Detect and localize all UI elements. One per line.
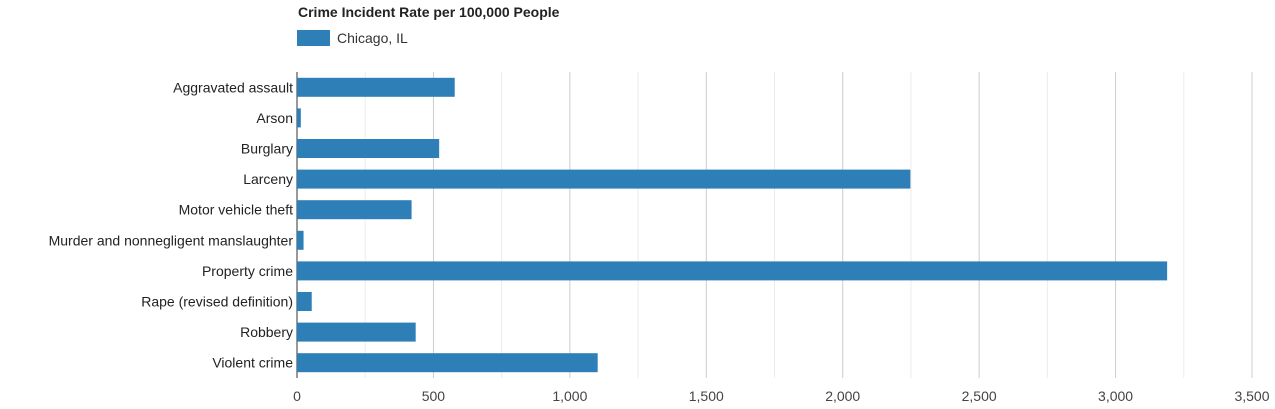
category-label: Robbery bbox=[240, 324, 293, 340]
bar[interactable] bbox=[297, 261, 1168, 281]
category-labels: Aggravated assault Arson Burglary Larceny Mo… bbox=[49, 79, 294, 370]
bar[interactable] bbox=[297, 77, 455, 97]
x-tick-label: 2,500 bbox=[962, 388, 997, 404]
legend: Chicago, IL bbox=[297, 30, 408, 46]
category-label: Property crime bbox=[202, 263, 293, 279]
gridlines bbox=[296, 72, 1253, 378]
chart-title: Crime Incident Rate per 100,000 People bbox=[298, 4, 560, 20]
x-tick-label: 3,500 bbox=[1234, 388, 1269, 404]
category-label: Murder and nonnegligent manslaughter bbox=[49, 232, 294, 248]
legend-swatch bbox=[297, 30, 330, 46]
legend-label: Chicago, IL bbox=[337, 30, 408, 46]
bar[interactable] bbox=[297, 169, 911, 189]
bar[interactable] bbox=[297, 292, 312, 311]
x-tick-label: 0 bbox=[293, 388, 301, 404]
x-tick-label: 500 bbox=[422, 388, 446, 404]
x-tick-label: 3,000 bbox=[1098, 388, 1133, 404]
x-tick-label: 1,500 bbox=[689, 388, 724, 404]
category-label: Aggravated assault bbox=[173, 79, 293, 95]
bar[interactable] bbox=[297, 108, 301, 128]
bar[interactable] bbox=[297, 200, 412, 220]
bar[interactable] bbox=[297, 230, 304, 250]
bar[interactable] bbox=[297, 322, 416, 342]
category-label: Violent crime bbox=[212, 355, 293, 371]
category-label: Rape (revised definition) bbox=[141, 294, 293, 310]
category-label: Burglary bbox=[241, 141, 293, 157]
category-label: Larceny bbox=[243, 171, 293, 187]
x-tick-labels: 0 500 1,000 1,500 2,000 2,500 3,000 3,500 bbox=[293, 388, 1270, 404]
bar[interactable] bbox=[297, 353, 598, 373]
bars bbox=[297, 77, 1168, 373]
x-tick-label: 2,000 bbox=[825, 388, 860, 404]
x-tick-label: 1,000 bbox=[552, 388, 587, 404]
bar[interactable] bbox=[297, 139, 440, 158]
category-label: Motor vehicle theft bbox=[179, 202, 293, 218]
category-label: Arson bbox=[256, 110, 293, 126]
